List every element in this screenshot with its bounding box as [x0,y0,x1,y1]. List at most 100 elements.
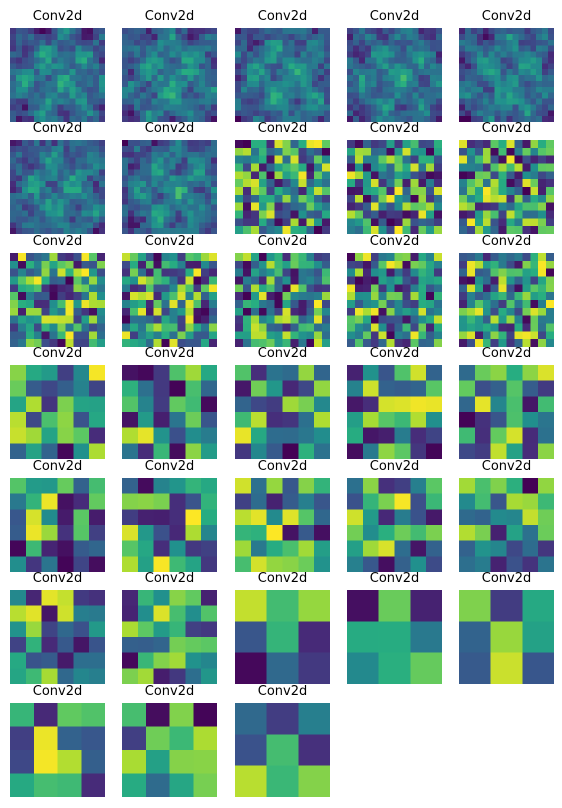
heatmap-cell [250,380,267,397]
heatmap-cell [426,210,435,219]
heatmap-cell [57,268,66,277]
heatmap-cell [199,110,206,117]
heatmap-cell [322,339,330,347]
heatmap-cell [175,157,182,164]
heatmap-cell [474,253,483,261]
heatmap-cell [282,163,291,172]
heatmap-cell [163,57,170,64]
heatmap-cell [314,509,330,526]
heatmap-cell [362,163,371,172]
heatmap-cell [518,57,525,64]
heatmap-cell [406,28,413,34]
heatmap-cell [145,39,152,46]
heatmap-cell [298,140,307,148]
heatmap-cell [522,268,531,277]
heatmap-cell [266,525,283,541]
heatmap-cell [75,110,82,117]
heatmap-cell [169,69,176,76]
heatmap-cell [51,69,58,76]
heatmap-cell [488,45,495,52]
heatmap-cell [151,175,158,182]
heatmap-cell [187,204,194,211]
heatmap-cell [187,110,194,117]
heatmap-cell [418,75,425,81]
heatmap-cell [99,175,105,182]
heatmap-cell [406,39,413,46]
heatmap-cell [145,276,154,285]
heatmap-cell [536,75,543,81]
heatmap-cell [199,228,206,234]
heatmap-cell [39,39,46,46]
heatmap-cell [306,86,313,93]
heatmap-cell [137,412,154,428]
heatmap-cell [45,192,52,199]
heatmap-cell [430,92,437,99]
heatmap-cell [258,75,265,81]
heatmap-cell [314,365,330,381]
heatmap-cell [163,104,170,111]
heatmap-cell [362,155,371,164]
heatmap-cell [33,175,40,182]
heatmap-cell [81,315,90,324]
heatmap-cell [235,155,244,164]
heatmap-cell [81,116,88,122]
heatmap-cell [27,45,34,52]
heatmap-cell [354,331,363,340]
heatmap-cell [506,210,515,219]
heatmap-cell [10,57,17,64]
heatmap-cell [127,163,134,170]
heatmap-cell [45,210,52,217]
heatmap-cell [400,80,407,87]
heatmap-cell [246,92,253,99]
heatmap-cell [382,116,389,122]
heatmap-cell [347,147,356,156]
heatmap-cell [97,323,105,332]
heatmap-cell [358,39,365,46]
heatmap-cell [139,104,146,111]
panel-title: Conv2d [32,571,83,586]
heatmap-cell [157,187,164,193]
heatmap-cell [524,80,531,87]
heatmap-cell [388,28,395,34]
heatmap-cell [145,98,152,105]
heatmap-cell [418,33,425,40]
heatmap-cell [39,198,46,205]
heatmap-cell [39,163,46,170]
heatmap-cell [235,202,244,211]
heatmap-cell [314,253,323,261]
heatmap-cell [15,57,22,64]
heatmap-cell [466,187,475,195]
heatmap-cell [426,307,435,316]
heatmap-cell [151,104,158,111]
heatmap-cell [89,668,105,684]
heatmap-cell [518,104,525,111]
heatmap-cell [410,525,427,541]
heatmap-cell [482,253,491,261]
heatmap-cell [406,45,413,52]
activation-heatmap [347,590,442,684]
heatmap-cell [127,80,134,87]
heatmap-cell [530,268,539,277]
heatmap-cell [459,365,476,381]
heatmap-cell [394,339,403,347]
heatmap-cell [242,147,251,156]
heatmap-cell [181,98,188,105]
heatmap-cell [354,339,363,347]
heatmap-cell [298,268,307,277]
heatmap-cell [498,339,507,347]
heatmap-cell [175,39,182,46]
heatmap-cell [514,163,523,172]
heatmap-cell [266,276,275,285]
heatmap-cell [17,307,26,316]
heatmap-cell [410,509,427,526]
heatmap-cell [73,509,90,526]
heatmap-cell [370,331,379,340]
heatmap-cell [418,51,425,58]
heatmap-cell [459,69,466,76]
heatmap-cell [157,98,164,105]
heatmap-cell [153,590,170,606]
heatmap-cell [426,493,442,510]
heatmap-cell [41,427,58,444]
heatmap-cell [322,179,330,188]
heatmap-cell [93,210,100,217]
